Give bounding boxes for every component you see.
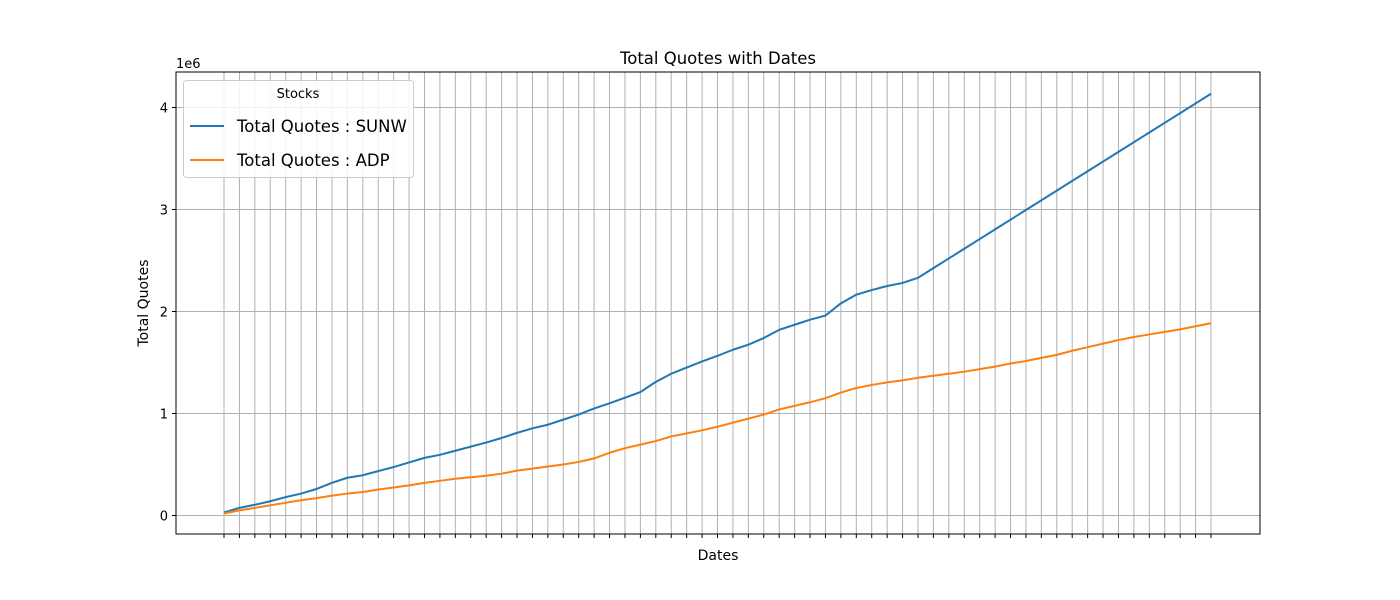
series-line-sunw [223, 92, 1212, 514]
series-lines [223, 92, 1212, 515]
y-tick-label: 2 [160, 306, 168, 321]
y-tick-label: 3 [160, 204, 168, 219]
legend-box [183, 80, 414, 178]
y-axis-label: Total Quotes [136, 259, 152, 347]
legend-label-sunw: Total Quotes : SUNW [236, 117, 407, 136]
series-line-adp [223, 322, 1212, 515]
x-axis-label: Dates [698, 548, 739, 564]
y-axis-ticks: 0 1 2 3 4 [160, 102, 176, 525]
legend-label-adp: Total Quotes : ADP [236, 151, 390, 170]
y-tick-label: 0 [160, 510, 168, 525]
y-tick-label: 4 [160, 102, 168, 117]
x-axis-ticks [223, 534, 1212, 538]
chart-title: Total Quotes with Dates [619, 49, 816, 68]
legend-title: Stocks [277, 87, 320, 102]
legend: Stocks Total Quotes : SUNW Total Quotes … [183, 80, 414, 178]
y-tick-label: 1 [160, 408, 168, 423]
y-offset-label: 1e6 [176, 57, 201, 72]
